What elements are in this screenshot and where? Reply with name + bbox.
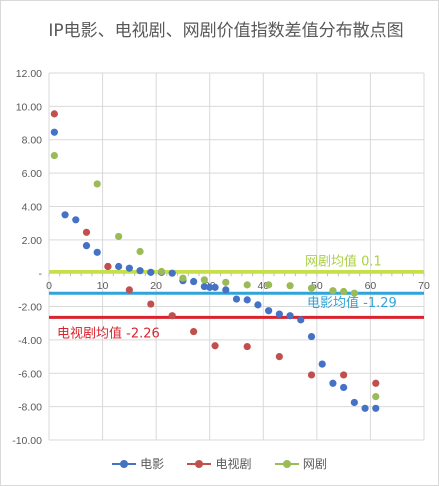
data-point-tv: [168, 312, 176, 320]
data-point-movie: [286, 312, 294, 320]
data-point-web: [329, 287, 337, 295]
legend-label-movie: 电影: [140, 457, 165, 471]
legend-label-tv: 电视剧: [215, 457, 252, 471]
x-tick-label: 0: [46, 280, 52, 292]
data-point-web: [136, 247, 144, 256]
data-point-movie: [211, 283, 219, 291]
data-point-movie: [254, 301, 262, 309]
legend-marker-tv: [187, 459, 212, 469]
y-tick-label: 10.00: [16, 101, 42, 113]
data-point-movie: [168, 269, 176, 277]
data-point-web: [372, 393, 380, 401]
data-point-web: [286, 282, 294, 290]
data-point-tv: [50, 110, 58, 118]
data-point-web: [200, 276, 208, 284]
mean-line-label: 电视剧均值 -2.26: [57, 325, 160, 341]
y-tick-label: -6.00: [18, 368, 42, 380]
data-point-web: [222, 278, 230, 286]
data-point-tv: [104, 262, 112, 271]
data-point-movie: [350, 398, 358, 407]
x-tick-label: 10: [97, 280, 109, 292]
data-point-tv: [190, 327, 198, 336]
data-point-movie: [232, 295, 241, 303]
x-tick-label: 60: [365, 280, 377, 292]
legend-marker-web: [274, 459, 299, 469]
data-point-movie: [265, 307, 273, 315]
y-tick-label: -: [39, 268, 43, 280]
data-point-movie: [72, 216, 80, 224]
data-point-tv: [211, 342, 219, 350]
data-point-movie: [125, 264, 133, 272]
data-point-web: [265, 281, 273, 289]
data-point-movie: [297, 316, 305, 324]
data-point-movie: [307, 332, 316, 341]
mean-line-label: 电影均值 -1.29: [307, 295, 397, 311]
y-tick-label: -2.00: [18, 302, 42, 314]
x-tick-label: 20: [150, 280, 162, 292]
data-point-movie: [206, 283, 214, 291]
y-tick-label: -4.00: [18, 335, 42, 347]
y-tick-label: -10.00: [12, 435, 42, 447]
data-point-web: [179, 274, 187, 282]
data-point-tv: [372, 379, 380, 387]
x-tick-label: 40: [257, 280, 269, 292]
y-tick-label: 4.00: [22, 201, 43, 213]
data-point-tv: [243, 342, 251, 351]
data-point-movie: [93, 248, 101, 256]
y-tick-label: 2.00: [22, 235, 43, 247]
legend-marker-movie: [112, 459, 137, 469]
data-point-movie: [82, 242, 91, 250]
y-tick-label: 6.00: [22, 168, 43, 180]
data-point-web: [93, 180, 101, 188]
y-tick-label: 12.00: [16, 68, 42, 80]
legend-label-web: 网剧: [302, 457, 327, 471]
data-point-web: [350, 289, 358, 297]
data-point-web: [115, 232, 123, 241]
legend: 电影 电视剧 网剧: [0, 455, 439, 472]
data-point-tv: [340, 371, 348, 379]
data-point-movie: [340, 383, 348, 392]
data-point-movie: [61, 211, 69, 219]
data-point-movie: [136, 267, 144, 275]
data-point-movie: [50, 128, 58, 136]
x-tick-label: 50: [311, 280, 323, 292]
data-point-movie: [190, 277, 198, 286]
data-point-movie: [115, 262, 123, 271]
chart-title: IP电影、电视剧、网剧价值指数差值分布散点图: [48, 21, 404, 41]
x-tick-label: 70: [418, 280, 430, 292]
data-point-web: [50, 151, 58, 160]
data-point-tv: [307, 371, 316, 379]
y-tick-label: -8.00: [18, 402, 42, 414]
data-point-tv: [147, 300, 155, 308]
data-point-movie: [222, 286, 230, 294]
legend-item-web: 网剧: [274, 455, 327, 472]
data-point-movie: [329, 379, 337, 387]
data-point-movie: [275, 310, 283, 318]
data-point-movie: [372, 404, 380, 412]
data-point-movie: [361, 404, 369, 412]
legend-item-tv: 电视剧: [187, 455, 252, 472]
data-point-movie: [200, 282, 208, 291]
data-point-web: [157, 267, 166, 276]
y-tick-label: 8.00: [22, 135, 43, 147]
data-point-web: [243, 281, 251, 289]
data-point-movie: [147, 268, 155, 276]
legend-item-movie: 电影: [112, 455, 164, 472]
data-point-tv: [125, 286, 133, 294]
mean-line-label: 网剧均值 0.1: [305, 254, 382, 270]
data-point-web: [340, 287, 348, 296]
data-point-movie: [243, 296, 251, 304]
data-point-tv: [82, 228, 91, 236]
data-point-movie: [318, 360, 326, 368]
data-point-web: [307, 284, 316, 292]
data-point-tv: [275, 352, 283, 361]
